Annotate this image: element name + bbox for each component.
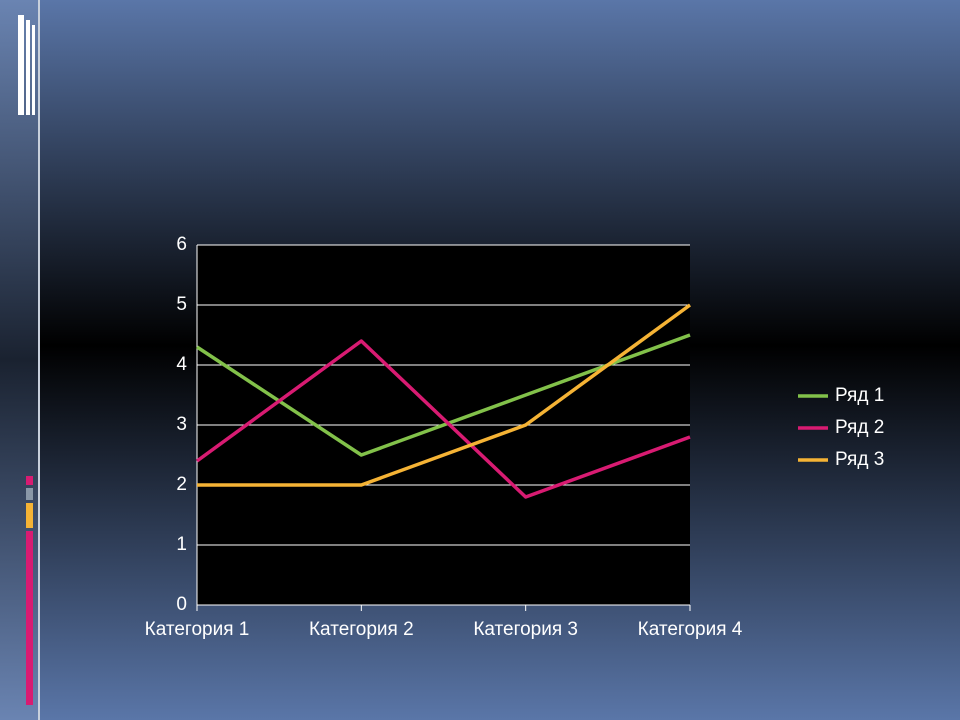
y-tick-label: 1 [176,534,187,555]
legend-label: Ряд 3 [835,449,884,470]
y-tick-label: 3 [176,414,187,435]
x-tick-label: Категория 2 [309,619,414,640]
x-tick-label: Категория 4 [638,619,743,640]
chart: 0 1 2 3 4 5 6 Категория 1 Категория 2 Категория 3… [145,234,885,640]
corner-decoration [18,15,35,115]
y-tick-label: 6 [176,234,187,255]
accent [26,476,33,485]
legend-label: Ряд 1 [835,385,884,406]
y-tick-label: 0 [176,594,187,615]
x-tick-label: Категория 3 [473,619,578,640]
accent [26,531,33,705]
x-tick-label: Категория 1 [145,619,250,640]
side-border [38,0,40,720]
accent [26,488,33,500]
series-line [195,339,691,499]
y-tick-label: 5 [176,294,187,315]
y-tick-label: 2 [176,474,187,495]
accent [26,503,33,528]
y-tick-label: 4 [176,354,187,375]
legend-label: Ряд 2 [835,417,884,438]
series-line [197,303,692,487]
